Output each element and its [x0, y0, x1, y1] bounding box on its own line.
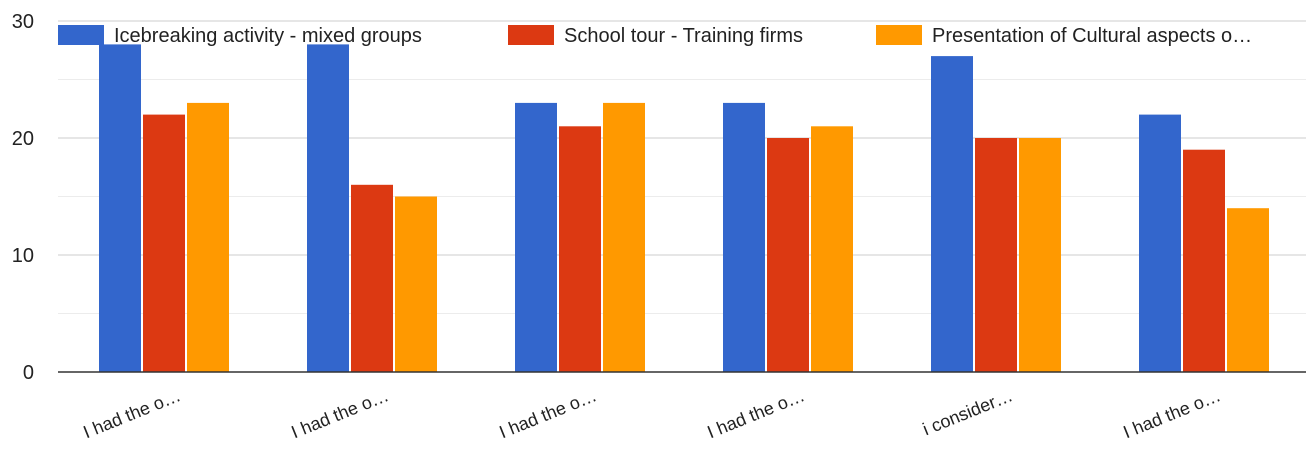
y-tick-label: 20 — [12, 128, 34, 150]
legend[interactable]: Icebreaking activity - mixed groups Schoo… — [58, 25, 1252, 47]
x-tick-label: I had the o… — [704, 385, 807, 442]
x-tick-label: I had the o… — [288, 385, 391, 442]
legend-swatch — [58, 25, 104, 45]
bar[interactable] — [811, 126, 853, 372]
bar[interactable] — [515, 102, 557, 373]
bar[interactable] — [187, 102, 229, 373]
x-tick-label: I had the o… — [80, 385, 183, 442]
bar[interactable] — [767, 138, 809, 372]
legend-item[interactable]: School tour - Training firms — [508, 25, 803, 47]
bar[interactable] — [975, 138, 1017, 372]
legend-label: Presentation of Cultural aspects o… — [932, 25, 1252, 47]
bar[interactable] — [99, 44, 141, 373]
legend-swatch — [508, 25, 554, 45]
legend-swatch — [876, 25, 922, 45]
bar[interactable] — [603, 102, 645, 373]
bar[interactable] — [1183, 149, 1225, 372]
bar[interactable] — [1227, 208, 1269, 372]
grid-layer — [58, 20, 1306, 314]
legend-item[interactable]: Presentation of Cultural aspects o… — [876, 25, 1252, 47]
bar[interactable] — [351, 184, 393, 372]
bar[interactable] — [395, 196, 437, 373]
bar-layer — [99, 44, 1269, 373]
bar[interactable] — [1019, 138, 1061, 372]
bar[interactable] — [307, 44, 349, 373]
bar[interactable] — [143, 114, 185, 372]
x-tick-label: I had the o… — [1120, 385, 1223, 442]
bar[interactable] — [1139, 114, 1181, 372]
y-tick-label: 10 — [12, 245, 34, 267]
y-tick-label: 30 — [12, 11, 34, 33]
x-tick-label: I had the o… — [496, 385, 599, 442]
legend-label: Icebreaking activity - mixed groups — [114, 25, 422, 47]
legend-item[interactable]: Icebreaking activity - mixed groups — [58, 25, 422, 47]
bar[interactable] — [723, 102, 765, 373]
y-tick-label: 0 — [23, 362, 34, 384]
bar[interactable] — [559, 126, 601, 372]
bar[interactable] — [931, 56, 973, 372]
x-tick-label: i consider… — [920, 385, 1016, 439]
legend-label: School tour - Training firms — [564, 25, 803, 47]
